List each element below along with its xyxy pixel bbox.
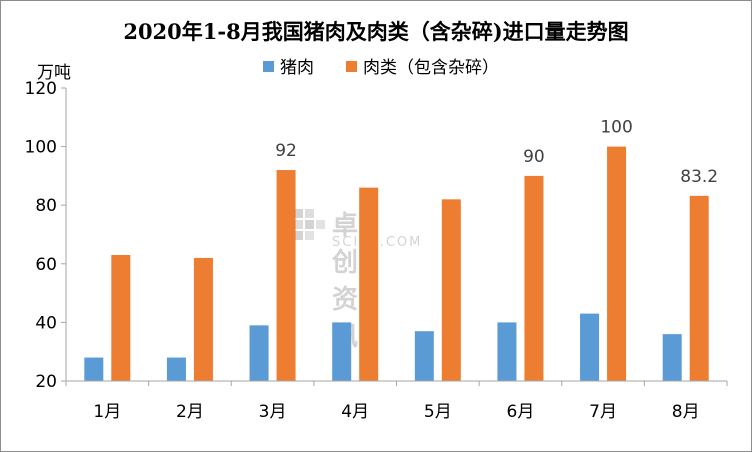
x-tick-label: 4月	[341, 402, 369, 422]
x-tick-label: 6月	[507, 402, 535, 422]
x-tick-label: 8月	[672, 402, 700, 422]
bar-pork-3	[249, 325, 269, 381]
data-label: 83.2	[680, 167, 718, 187]
x-tick-label: 7月	[589, 402, 617, 422]
bar-pork-7	[580, 313, 600, 381]
y-tick-label: 100	[25, 138, 57, 158]
data-label: 90	[523, 147, 545, 167]
legend-label-meat: 肉类（包含杂碎）	[363, 58, 499, 78]
x-tick-label: 3月	[259, 402, 287, 422]
y-tick-label: 60	[35, 255, 57, 275]
y-tick-label: 80	[35, 196, 57, 216]
bars	[84, 146, 709, 381]
legend: 猪肉 肉类（包含杂碎）	[263, 58, 499, 78]
bar-meat-8	[689, 195, 709, 381]
bar-meat-3	[276, 170, 296, 381]
bar-pork-4	[332, 322, 352, 381]
y-tick-label: 40	[35, 313, 57, 333]
data-label: 100	[600, 118, 632, 138]
y-tick-label: 20	[35, 372, 57, 392]
bar-meat-5	[441, 199, 461, 381]
legend-label-pork: 猪肉	[280, 58, 314, 78]
data-label: 92	[275, 141, 297, 161]
bar-meat-1	[111, 255, 131, 381]
bar-meat-7	[607, 146, 627, 381]
legend-swatch-meat	[346, 61, 357, 72]
legend-swatch-pork	[263, 61, 274, 72]
bar-pork-2	[166, 357, 186, 381]
bar-pork-1	[84, 357, 104, 381]
chart-title: 2020年1-8月我国猪肉及肉类（含杂碎)进口量走势图	[123, 19, 629, 44]
bar-meat-6	[524, 175, 544, 381]
x-axis: 1月 2月 3月 4月 5月 6月 7月 8月	[65, 380, 728, 422]
x-tick-label: 2月	[176, 402, 204, 422]
watermark-logo-icon	[294, 209, 325, 240]
bar-meat-4	[359, 187, 379, 381]
bar-pork-5	[414, 331, 434, 381]
y-tick-label: 120	[25, 79, 57, 99]
x-tick-label: 1月	[93, 402, 121, 422]
bar-meat-2	[193, 257, 213, 381]
x-tick-label: 5月	[424, 402, 452, 422]
data-labels: 92 90 100 83.2	[275, 118, 718, 187]
y-axis-unit-label: 万吨	[37, 63, 71, 83]
bar-pork-8	[662, 334, 682, 381]
bar-pork-6	[497, 322, 517, 381]
y-axis: 20 40 60 80 100 120	[25, 79, 67, 392]
